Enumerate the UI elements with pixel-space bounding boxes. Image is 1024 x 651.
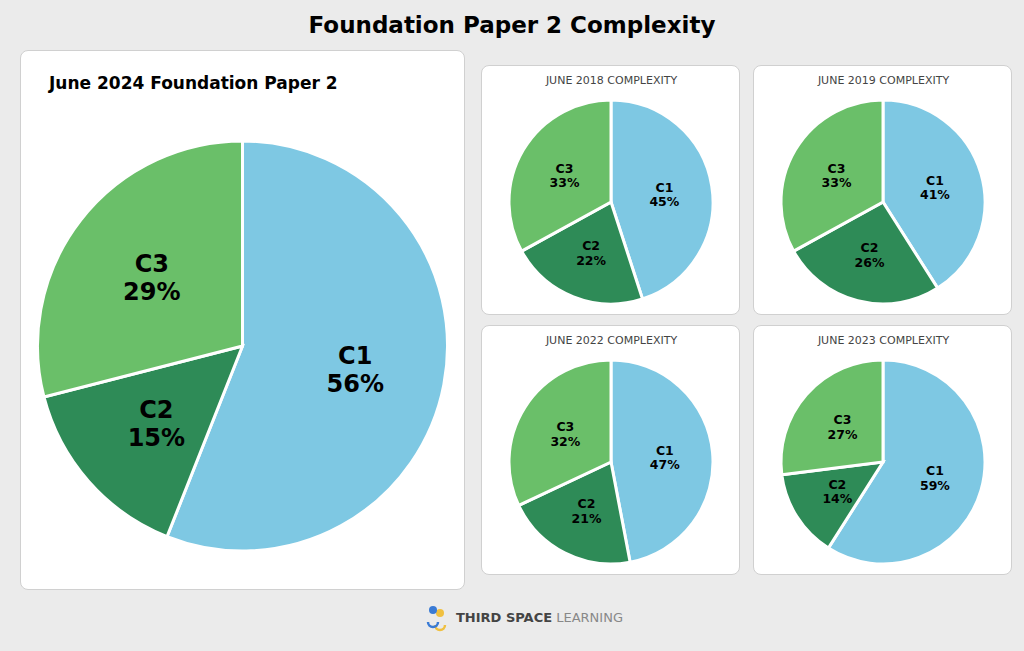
html-text:June 2024 Foundation Paper 2: June 2024 Foundation Paper 2 <box>49 73 338 93</box>
html-text:JUNE 2022 COMPLEXITY: JUNE 2022 COMPLEXITY <box>545 334 678 347</box>
html-text:JUNE 2019 COMPLEXITY: JUNE 2019 COMPLEXITY <box>817 74 950 87</box>
svg-text:C145%: C145% <box>649 180 679 209</box>
html-text:JUNE 2018 COMPLEXITY: JUNE 2018 COMPLEXITY <box>545 74 678 87</box>
svg-text:C222%: C222% <box>576 238 606 267</box>
svg-text:C214%: C214% <box>822 477 852 506</box>
svg-text:C226%: C226% <box>855 240 885 269</box>
html-text:JUNE 2023 COMPLEXITY: JUNE 2023 COMPLEXITY <box>817 334 950 347</box>
svg-text:C141%: C141% <box>920 173 950 202</box>
svg-text:C332%: C332% <box>550 419 580 448</box>
svg-text:C327%: C327% <box>827 412 857 441</box>
svg-text:C156%: C156% <box>327 342 384 398</box>
svg-text:C329%: C329% <box>123 250 180 306</box>
svg-text:C147%: C147% <box>650 443 680 472</box>
svg-text:C221%: C221% <box>571 496 601 525</box>
svg-text:C333%: C333% <box>550 161 580 190</box>
svg-text:C215%: C215% <box>128 396 185 452</box>
svg-text:C333%: C333% <box>822 161 852 190</box>
svg-text:C159%: C159% <box>920 463 950 492</box>
html-text:THIRD SPACE LEARNING: THIRD SPACE LEARNING <box>456 610 623 625</box>
html-text:Foundation Paper 2 Complexity: Foundation Paper 2 Complexity <box>308 12 716 38</box>
